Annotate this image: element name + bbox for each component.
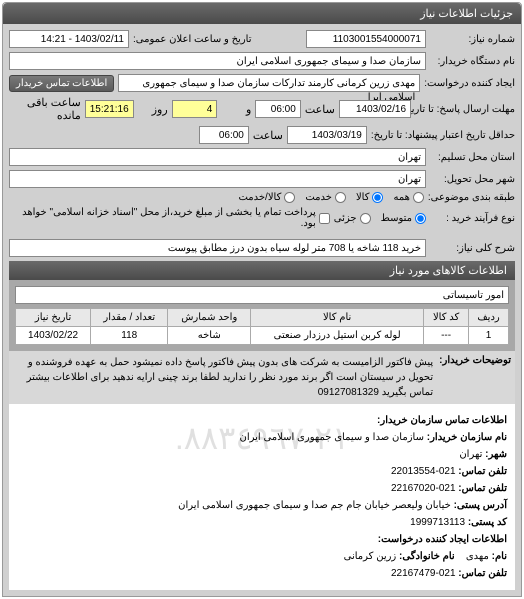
contact-address: خیابان ولیعصر خیابان جام جم صدا و سیمای …: [178, 500, 451, 511]
req-name: مهدی: [466, 551, 489, 562]
buyer-notes-row: توضیحات خریدار: پیش فاکتور الزامیست به ش…: [9, 351, 515, 404]
deadline-label: مهلت ارسال پاسخ: تا تاریخ:: [415, 104, 515, 115]
row-requester: ایجاد کننده درخواست: مهدی زرین کرمانی کا…: [9, 74, 515, 92]
buyer-org-label: نام دستگاه خریدار:: [430, 56, 515, 67]
description-label: شرح کلی نیاز:: [430, 243, 515, 254]
th-date: تاریخ نیاز: [16, 309, 91, 327]
org-name-label: نام سازمان خریدار:: [427, 432, 507, 443]
validity-date-field: 1403/03/19: [287, 126, 367, 144]
remain-time-field: 15:21:16: [85, 100, 134, 118]
row-validity: حداقل تاریخ اعتبار پیشنهاد: تا تاریخ: 14…: [9, 126, 515, 144]
deadline-time-field: 06:00: [255, 100, 301, 118]
buyer-notes-text: پیش فاکتور الزامیست به شرکت های بدون پیش…: [13, 355, 433, 400]
contact-info: اطلاعات تماس سازمان خریدار: نام سازمان خ…: [17, 412, 507, 582]
validity-time-label: ساعت: [253, 129, 283, 142]
contact-section: .٢١-٨٨٣٤٩٦٧ اطلاعات تماس سازمان خریدار: …: [9, 404, 515, 590]
requester-field: مهدی زرین کرمانی کارمند تدارکات سازمان ص…: [118, 74, 420, 92]
category-radio-all[interactable]: همه: [393, 192, 423, 203]
goods-table: ردیف کد کالا نام کالا واحد شمارش تعداد /…: [15, 308, 509, 345]
td-unit: شاخه: [168, 327, 251, 345]
category-label: طبقه بندی موضوعی:: [428, 192, 515, 203]
details-panel: جزئیات اطلاعات نیاز شماره نیاز: 11030015…: [2, 2, 522, 597]
th-row: ردیف: [469, 309, 509, 327]
region-field: تهران: [9, 148, 426, 166]
purchase-radio-medium[interactable]: متوسط: [381, 213, 426, 224]
td-date: 1403/02/22: [16, 327, 91, 345]
measure-field: امور تاسیساتی: [15, 286, 509, 304]
deadline-date-field: 1403/02/16: [339, 100, 411, 118]
announce-date-label: تاریخ و ساعت اعلان عمومی:: [133, 34, 252, 45]
req-phone: 021-22167479: [391, 568, 456, 579]
row-region: استان محل تسلیم: تهران: [9, 148, 515, 166]
row-purchase-type: نوع فرآیند خرید : متوسط جزئی پرداخت تمام…: [9, 207, 515, 229]
contact-phone-label: تلفن تماس:: [458, 466, 507, 477]
category-radio-service[interactable]: خدمت: [305, 192, 346, 203]
purchase-radio-group: متوسط جزئی: [334, 213, 426, 224]
contact-postal-label: کد پستی:: [468, 517, 507, 528]
td-name: لوله کربن استیل درزدار صنعتی: [251, 327, 424, 345]
category-radio-group: همه کالا خدمت کالا/خدمت: [238, 192, 423, 203]
remain-time-label: ساعت باقی مانده: [9, 96, 81, 122]
validity-label: حداقل تاریخ اعتبار پیشنهاد: تا تاریخ:: [371, 130, 515, 141]
purchase-radio-partial[interactable]: جزئی: [334, 213, 371, 224]
row-description: شرح کلی نیاز: خرید 118 شاخه یا 708 متر ل…: [9, 239, 515, 257]
th-code: کد کالا: [424, 309, 469, 327]
requester-title: اطلاعات ایجاد کننده درخواست:: [378, 534, 507, 545]
th-unit: واحد شمارش: [168, 309, 251, 327]
category-radio-both[interactable]: کالا/خدمت: [238, 192, 295, 203]
contact-fax: 021-22167020: [391, 483, 456, 494]
req-phone-label: تلفن تماس:: [458, 568, 507, 579]
contact-city: تهران: [459, 449, 482, 460]
th-qty: تعداد / مقدار: [91, 309, 168, 327]
th-name: نام کالا: [251, 309, 424, 327]
contact-title: اطلاعات تماس سازمان خریدار:: [377, 415, 507, 426]
td-code: ---: [424, 327, 469, 345]
goods-section-title: اطلاعات کالاهای مورد نیاز: [9, 261, 515, 280]
req-last-label: نام خانوادگی:: [399, 551, 455, 562]
panel-body: شماره نیاز: 1103001554000071 تاریخ و ساع…: [3, 24, 521, 596]
remain-days-field: 4: [172, 100, 218, 118]
td-qty: 118: [91, 327, 168, 345]
validity-time-field: 06:00: [199, 126, 249, 144]
contact-fax-label: تلفن تماس:: [458, 483, 507, 494]
contact-phone: 021-22013554: [391, 466, 456, 477]
region-label: استان محل تسلیم:: [430, 152, 515, 163]
row-deadline: مهلت ارسال پاسخ: تا تاریخ: 1403/02/16 سا…: [9, 96, 515, 122]
org-name: سازمان صدا و سیمای جمهوری اسلامی ایران: [239, 432, 423, 443]
goods-section-body: امور تاسیساتی ردیف کد کالا نام کالا واحد…: [9, 280, 515, 351]
table-row: 1 --- لوله کربن استیل درزدار صنعتی شاخه …: [16, 327, 509, 345]
req-name-label: نام:: [492, 551, 507, 562]
row-measure: امور تاسیساتی: [15, 286, 509, 304]
row-buyer-org: نام دستگاه خریدار: سازمان صدا و سیمای جم…: [9, 52, 515, 70]
buyer-org-field: سازمان صدا و سیمای جمهوری اسلامی ایران: [9, 52, 426, 70]
panel-title: جزئیات اطلاعات نیاز: [3, 3, 521, 24]
td-row: 1: [469, 327, 509, 345]
contact-address-label: آدرس پستی:: [454, 500, 507, 511]
request-number-field: 1103001554000071: [306, 30, 426, 48]
table-header-row: ردیف کد کالا نام کالا واحد شمارش تعداد /…: [16, 309, 509, 327]
contact-buyer-button[interactable]: اطلاعات تماس خریدار: [9, 75, 114, 92]
buyer-notes-label: توضیحات خریدار:: [439, 355, 511, 400]
category-radio-goods[interactable]: کالا: [356, 192, 384, 203]
announce-date-field: 1403/02/11 - 14:21: [9, 30, 129, 48]
remain-and-label: و: [221, 103, 251, 116]
contact-postal: 1999713113: [410, 517, 465, 528]
city-label: شهر محل تحویل:: [430, 174, 515, 185]
remain-days-label: روز: [138, 103, 168, 116]
requester-label: ایجاد کننده درخواست:: [424, 78, 515, 89]
row-city: شهر محل تحویل: تهران: [9, 170, 515, 188]
description-field: خرید 118 شاخه یا 708 متر لوله سیاه بدون …: [9, 239, 426, 257]
req-last: زرین کرمانی: [344, 551, 397, 562]
city-field: تهران: [9, 170, 426, 188]
request-number-label: شماره نیاز:: [430, 34, 515, 45]
deadline-time-label: ساعت: [305, 103, 335, 116]
row-category: طبقه بندی موضوعی: همه کالا خدمت کالا/خدم…: [9, 192, 515, 203]
purchase-note-check[interactable]: پرداخت تمام یا بخشی از مبلغ خرید،از محل …: [9, 207, 330, 229]
purchase-label: نوع فرآیند خرید :: [430, 213, 515, 224]
row-request-number: شماره نیاز: 1103001554000071 تاریخ و ساع…: [9, 30, 515, 48]
contact-city-label: شهر:: [485, 449, 507, 460]
